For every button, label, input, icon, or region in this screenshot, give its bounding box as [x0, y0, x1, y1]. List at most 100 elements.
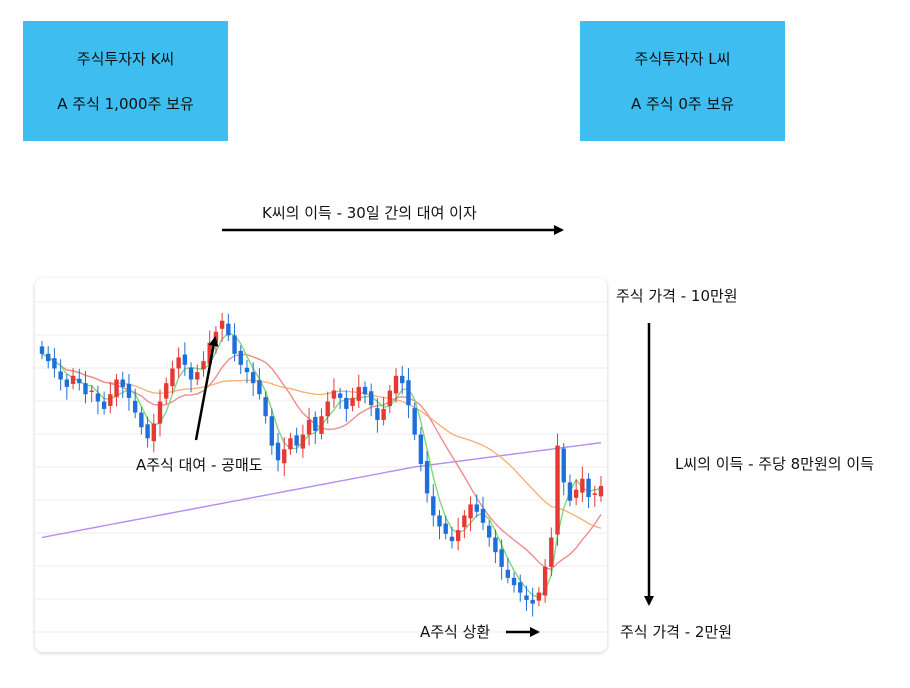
candle-up — [549, 537, 554, 567]
candle-up — [381, 408, 386, 420]
candle-down — [269, 416, 275, 446]
candle-down — [493, 537, 498, 553]
candle-down — [362, 386, 368, 395]
price-high-label: 주식 가격 - 10만원 — [616, 287, 738, 305]
candle-down — [424, 461, 430, 494]
lend-short-label: A주식 대여 - 공매도 — [136, 456, 263, 474]
candle-down — [449, 536, 455, 542]
candle-down — [126, 383, 132, 398]
candle-up — [164, 383, 169, 399]
ma-fast-line — [41, 331, 602, 598]
candle-down — [46, 353, 51, 362]
candle-up — [555, 445, 560, 535]
candle-down — [120, 379, 125, 387]
candle-up — [319, 416, 324, 434]
candle-up — [573, 489, 579, 498]
k-profit-label: K씨의 이득 - 30일 간의 대여 이자 — [262, 204, 477, 222]
candle-down — [232, 335, 237, 354]
stock-chart — [35, 278, 607, 652]
candle-up — [580, 478, 585, 493]
candle-down — [313, 416, 318, 431]
candle-up — [288, 438, 293, 450]
candle-down — [412, 408, 417, 435]
candle-down — [524, 595, 529, 600]
candle-up — [356, 386, 361, 401]
candle-down — [257, 380, 262, 395]
candle-down — [443, 523, 448, 534]
candle-down — [375, 408, 380, 420]
candle-up — [325, 401, 330, 417]
candle-up — [207, 342, 212, 365]
candle-up — [176, 357, 181, 369]
candle-down — [586, 478, 591, 498]
candle-up — [393, 375, 399, 394]
candle-down — [182, 354, 188, 365]
candle-down — [530, 599, 535, 604]
candle-up — [468, 504, 473, 519]
candle-down — [567, 482, 573, 501]
candle-up — [300, 434, 306, 449]
candle-down — [518, 582, 523, 593]
candle-up — [350, 397, 355, 406]
candle-up — [331, 390, 337, 399]
candle-down — [294, 435, 299, 446]
candle-down — [64, 379, 70, 387]
candle-down — [145, 424, 150, 439]
candle-down — [437, 515, 442, 527]
candle-up — [219, 320, 225, 329]
candle-down — [344, 397, 349, 409]
candle-down — [77, 378, 82, 384]
candle-down — [474, 504, 479, 512]
candle-up — [542, 566, 548, 596]
candle-up — [387, 390, 393, 406]
candle-up — [455, 530, 461, 542]
ma-mid-line — [41, 353, 602, 529]
candle-down — [250, 372, 256, 384]
candle-down — [480, 508, 486, 523]
candle-up — [89, 390, 94, 393]
candle-up — [306, 419, 312, 435]
candle-up — [282, 449, 287, 464]
candle-down — [418, 434, 424, 464]
candle-down — [275, 442, 281, 461]
investor-l-title: 주식투자자 L씨 — [634, 50, 731, 68]
candle-down — [101, 401, 107, 409]
investor-k-title: 주식투자자 K씨 — [76, 50, 175, 68]
candle-up — [201, 361, 206, 370]
candle-up — [536, 592, 542, 601]
l-profit-label: L씨의 이득 - 주당 8만원의 이득 — [675, 455, 874, 473]
candle-down — [337, 393, 343, 398]
candle-up — [462, 515, 467, 528]
candle-down — [431, 496, 436, 516]
candle-down — [139, 412, 144, 428]
candle-down — [487, 525, 492, 538]
candle-down — [83, 383, 88, 395]
investor-l-holdings: A 주식 0주 보유 — [630, 95, 735, 113]
candle-down — [561, 448, 566, 483]
candle-down — [406, 380, 411, 406]
candle-up — [195, 372, 200, 380]
investor-k-holdings: A 주식 1,000주 보유 — [57, 95, 194, 113]
ma-short-line — [41, 353, 602, 571]
investor-l-box: 주식투자자 L씨 A 주식 0주 보유 — [580, 21, 785, 141]
candle-up — [213, 331, 219, 343]
candle-down — [238, 350, 243, 365]
candle-up — [151, 423, 156, 442]
candle-down — [263, 397, 268, 417]
candle-down — [505, 569, 511, 578]
investor-k-box: 주식투자자 K씨 A 주식 1,000주 보유 — [23, 21, 228, 141]
candle-down — [39, 346, 45, 354]
candle-down — [226, 323, 231, 336]
candle-up — [592, 493, 597, 495]
candle-down — [244, 367, 250, 373]
candle-up — [108, 394, 113, 406]
candle-up — [114, 379, 119, 398]
candle-down — [400, 375, 405, 384]
candle-down — [511, 577, 517, 586]
candle-down — [52, 358, 57, 369]
candle-down — [132, 400, 138, 413]
candle-up — [157, 401, 163, 424]
ma-long-line — [41, 442, 602, 539]
candlestick-chart — [35, 301, 607, 633]
candle-up — [170, 368, 175, 387]
